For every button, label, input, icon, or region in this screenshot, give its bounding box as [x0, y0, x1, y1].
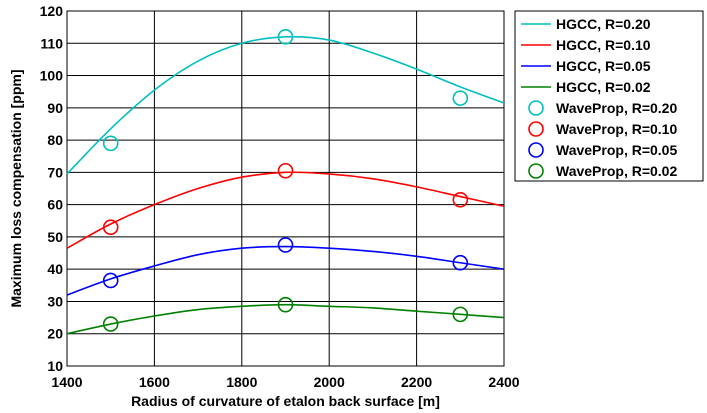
legend-entry: WaveProp, R=0.02 [528, 163, 677, 179]
data-point [102, 219, 119, 236]
legend: HGCC, R=0.20 HGCC, R=0.10 HGCC, R=0.05 HGCC… [514, 10, 704, 182]
legend-label: HGCC, R=0.20 [556, 16, 651, 32]
y-tick-label: 40 [47, 261, 63, 277]
x-tick-label: 1800 [226, 374, 257, 390]
y-tick-label: 50 [47, 229, 63, 245]
y-tick-label: 120 [40, 3, 64, 19]
data-point [277, 29, 294, 45]
y-tick-label: 70 [47, 164, 63, 180]
series-line [66, 35, 505, 175]
x-tick-label: 1400 [51, 374, 82, 390]
x-tick-label: 2400 [488, 374, 519, 390]
legend-entry: HGCC, R=0.10 [521, 37, 651, 53]
legend-label: HGCC, R=0.05 [556, 58, 651, 74]
data-point [277, 237, 294, 253]
y-tick-label: 90 [47, 100, 63, 116]
y-tick-label: 110 [40, 35, 63, 51]
y-tick-label: 20 [47, 326, 63, 342]
legend-label: WaveProp, R=0.20 [556, 100, 677, 116]
y-tick-label: 80 [47, 132, 63, 148]
data-point [102, 316, 119, 332]
legend-label: WaveProp, R=0.05 [556, 142, 677, 158]
y-tick-label: 30 [47, 293, 63, 309]
y-tick-label: 10 [47, 358, 63, 374]
legend-marker-swatch [528, 121, 544, 137]
x-tick-label: 2200 [401, 374, 432, 390]
data-point [452, 254, 469, 271]
legend-label: HGCC, R=0.10 [556, 37, 651, 53]
data-point [452, 191, 469, 208]
plot-frame [66, 10, 505, 367]
x-axis-title: Radius of curvature of etalon back surfa… [131, 393, 440, 409]
data-point [102, 272, 119, 289]
legend-marker-swatch [528, 142, 544, 158]
series-line [66, 245, 505, 296]
series-line [66, 303, 505, 335]
legend-label: WaveProp, R=0.02 [556, 163, 677, 179]
y-tick-label: 100 [40, 68, 64, 84]
x-axis: 1400 1600 1800 2000 2200 2400 [51, 374, 519, 390]
legend-box [514, 10, 704, 182]
legend-entry: WaveProp, R=0.05 [528, 142, 677, 158]
legend-entry: HGCC, R=0.20 [521, 16, 651, 32]
legend-label: HGCC, R=0.02 [556, 79, 651, 95]
series-line [66, 171, 505, 249]
x-tick-label: 2000 [314, 374, 345, 390]
data-point [452, 90, 469, 106]
legend-entry: HGCC, R=0.02 [521, 79, 651, 95]
y-axis-title: Maximum loss compensation [ppm] [8, 69, 24, 307]
data-point [102, 135, 119, 152]
data-point [277, 162, 294, 179]
y-tick-label: 60 [47, 197, 63, 213]
legend-entry: WaveProp, R=0.10 [528, 121, 677, 137]
legend-entry: WaveProp, R=0.20 [528, 100, 677, 116]
series-layer [66, 29, 505, 335]
legend-marker-swatch [528, 100, 544, 116]
y-axis: 10 20 30 40 50 60 70 80 90 100 110 120 [40, 3, 64, 374]
x-tick-label: 1600 [139, 374, 170, 390]
legend-marker-swatch [528, 163, 544, 179]
data-point [452, 306, 469, 323]
legend-label: WaveProp, R=0.10 [556, 121, 677, 137]
legend-entry: HGCC, R=0.05 [521, 58, 651, 74]
data-point [277, 296, 294, 313]
